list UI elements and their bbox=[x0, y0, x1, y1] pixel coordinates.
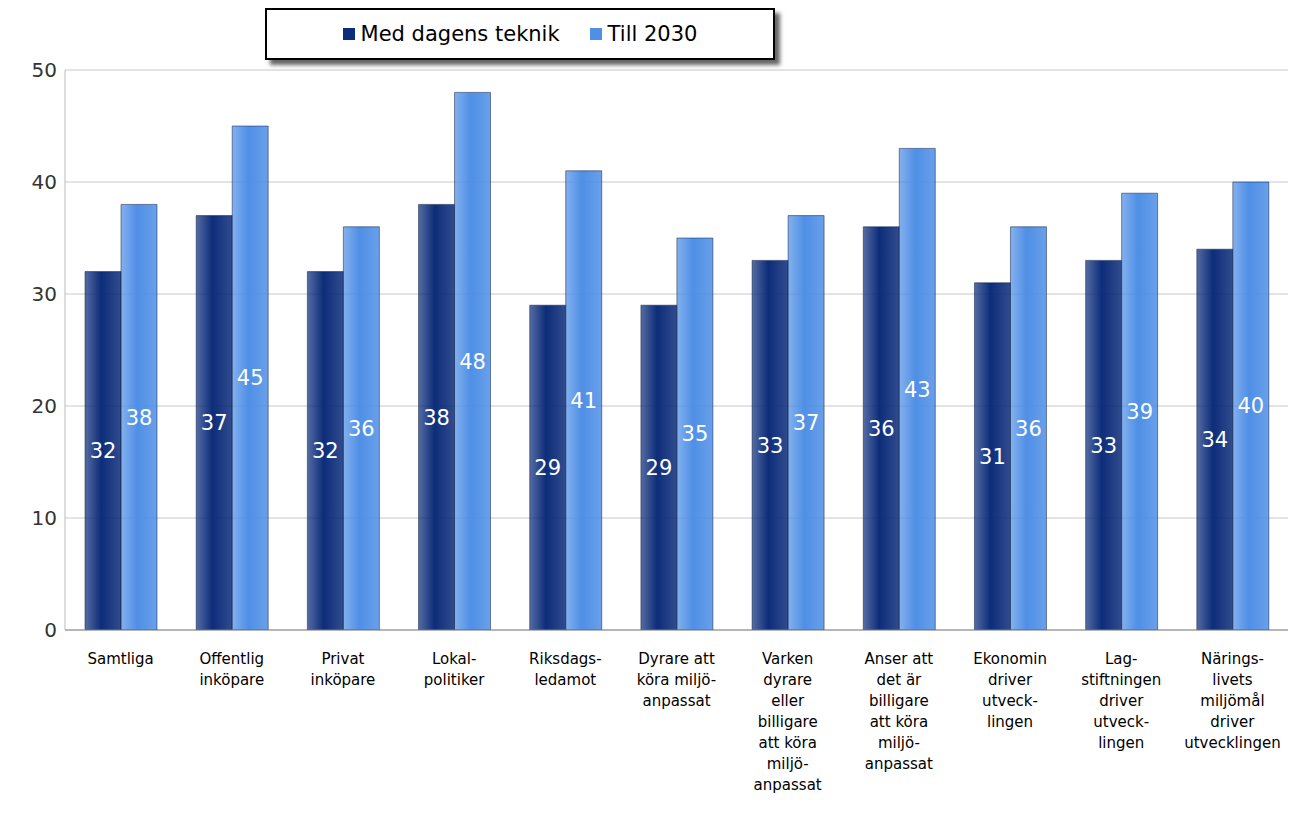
svg-text:Lag-stiftningendriverutveck-li: Lag-stiftningendriverutveck-lingen bbox=[1081, 650, 1161, 752]
svg-text:40: 40 bbox=[32, 170, 57, 194]
svg-text:32: 32 bbox=[90, 439, 117, 463]
svg-text:43: 43 bbox=[904, 378, 931, 402]
svg-text:36: 36 bbox=[348, 417, 375, 441]
svg-text:29: 29 bbox=[534, 456, 561, 480]
svg-text:37: 37 bbox=[793, 411, 820, 435]
svg-text:36: 36 bbox=[1015, 417, 1042, 441]
svg-text:39: 39 bbox=[1126, 400, 1153, 424]
svg-text:Samtliga: Samtliga bbox=[87, 650, 153, 668]
svg-text:Närings-livetsmiljömåldriverut: Närings-livetsmiljömåldriverutvecklingen bbox=[1184, 650, 1281, 752]
svg-text:30: 30 bbox=[32, 282, 57, 306]
svg-text:45: 45 bbox=[237, 366, 264, 390]
svg-text:Privatinköpare: Privatinköpare bbox=[311, 650, 376, 689]
svg-text:Lokal-politiker: Lokal-politiker bbox=[424, 650, 485, 689]
svg-text:38: 38 bbox=[126, 406, 153, 430]
svg-text:Riksdags-ledamot: Riksdags-ledamot bbox=[529, 650, 602, 689]
svg-text:41: 41 bbox=[570, 389, 597, 413]
svg-text:32: 32 bbox=[312, 439, 339, 463]
svg-text:0: 0 bbox=[44, 618, 57, 642]
svg-text:Dyrare attköra miljö-anpassat: Dyrare attköra miljö-anpassat bbox=[637, 650, 716, 710]
svg-text:38: 38 bbox=[423, 406, 450, 430]
svg-text:Offentliginköpare: Offentliginköpare bbox=[199, 650, 264, 689]
svg-text:Ekonomindriverutveck-lingen: Ekonomindriverutveck-lingen bbox=[973, 650, 1047, 731]
svg-text:48: 48 bbox=[459, 350, 486, 374]
html-text:Till 2030: Till 2030 bbox=[607, 22, 698, 46]
svg-text:37: 37 bbox=[201, 411, 228, 435]
svg-text:40: 40 bbox=[1237, 394, 1264, 418]
svg-text:33: 33 bbox=[1090, 434, 1117, 458]
svg-text:34: 34 bbox=[1201, 428, 1228, 452]
svg-text:35: 35 bbox=[682, 422, 709, 446]
svg-text:10: 10 bbox=[32, 506, 57, 530]
svg-text:36: 36 bbox=[868, 417, 895, 441]
svg-text:20: 20 bbox=[32, 394, 57, 418]
svg-text:29: 29 bbox=[646, 456, 673, 480]
svg-text:33: 33 bbox=[757, 434, 784, 458]
html-text:Med dagens teknik: Med dagens teknik bbox=[360, 22, 560, 46]
svg-text:50: 50 bbox=[32, 58, 57, 82]
svg-text:Anser attdet ärbilligareatt kö: Anser attdet ärbilligareatt köramiljö-an… bbox=[865, 650, 934, 773]
svg-text:Varkendyrareellerbilligareatt: Varkendyrareellerbilligareatt köramiljö-… bbox=[754, 650, 822, 794]
svg-text:31: 31 bbox=[979, 445, 1006, 469]
